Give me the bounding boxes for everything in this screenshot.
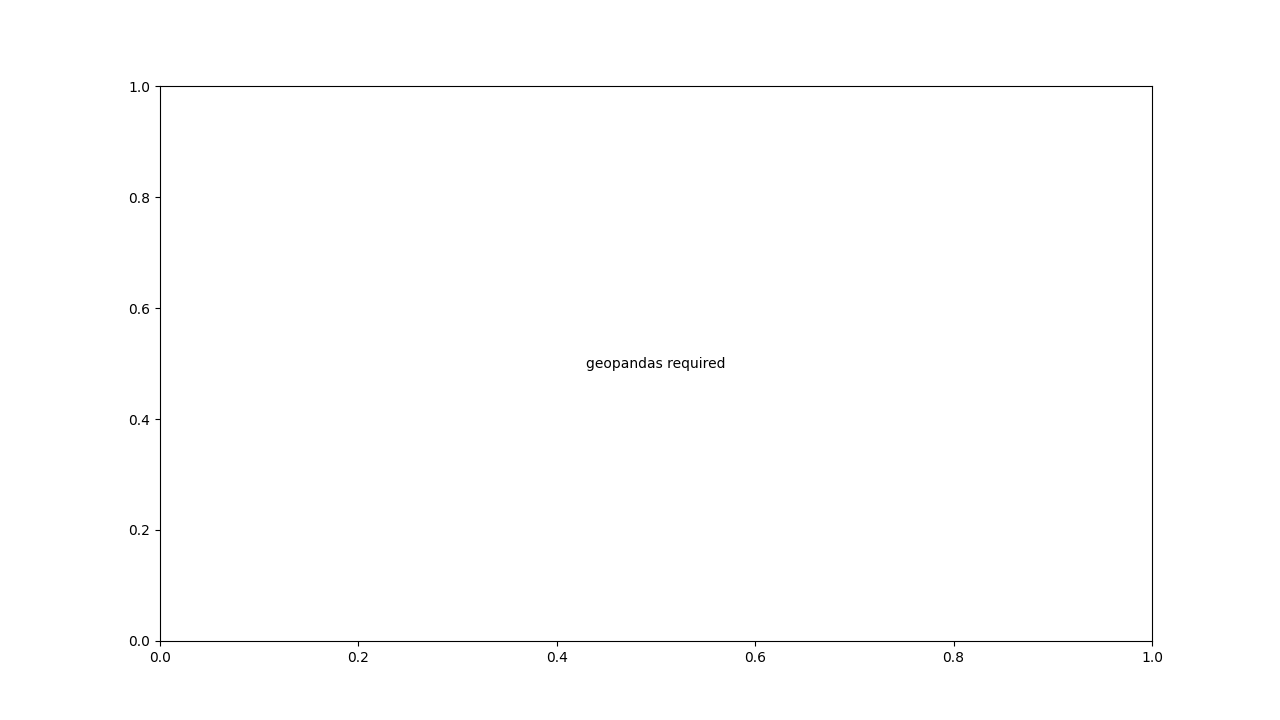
Text: geopandas required: geopandas required bbox=[586, 356, 726, 371]
